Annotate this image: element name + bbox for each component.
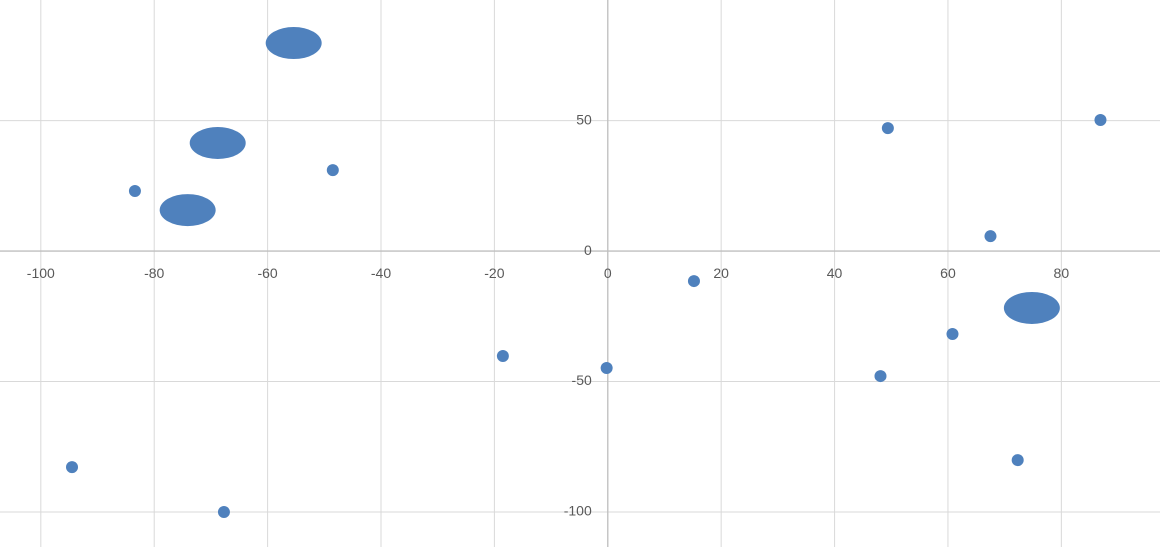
y-tick-label: -100 — [564, 503, 592, 519]
y-tick-label: 0 — [584, 242, 592, 258]
data-point — [1094, 114, 1107, 127]
x-tick-label: 80 — [1054, 265, 1070, 281]
data-point — [496, 349, 509, 362]
data-point — [1011, 454, 1024, 467]
data-point — [326, 164, 339, 177]
y-tick-label: 50 — [576, 111, 592, 127]
data-point — [217, 506, 230, 519]
x-tick-label: -20 — [484, 265, 504, 281]
data-point — [265, 27, 322, 60]
x-tick-label: 40 — [827, 265, 843, 281]
data-point — [128, 185, 141, 198]
x-tick-label: 0 — [604, 265, 612, 281]
x-tick-label: 60 — [940, 265, 956, 281]
data-point — [874, 370, 887, 383]
data-point — [946, 328, 959, 341]
x-tick-label: -100 — [27, 265, 55, 281]
data-point — [1003, 291, 1060, 324]
x-tick-label: -80 — [144, 265, 164, 281]
data-point — [881, 122, 894, 135]
data-point — [159, 194, 216, 227]
y-tick-label: -50 — [572, 372, 592, 388]
data-point — [189, 127, 246, 160]
data-point — [687, 275, 700, 288]
data-point — [600, 361, 613, 374]
data-point — [66, 461, 79, 474]
data-point — [984, 230, 997, 243]
x-tick-label: -60 — [257, 265, 277, 281]
x-tick-label: -40 — [371, 265, 391, 281]
x-tick-label: 20 — [713, 265, 729, 281]
